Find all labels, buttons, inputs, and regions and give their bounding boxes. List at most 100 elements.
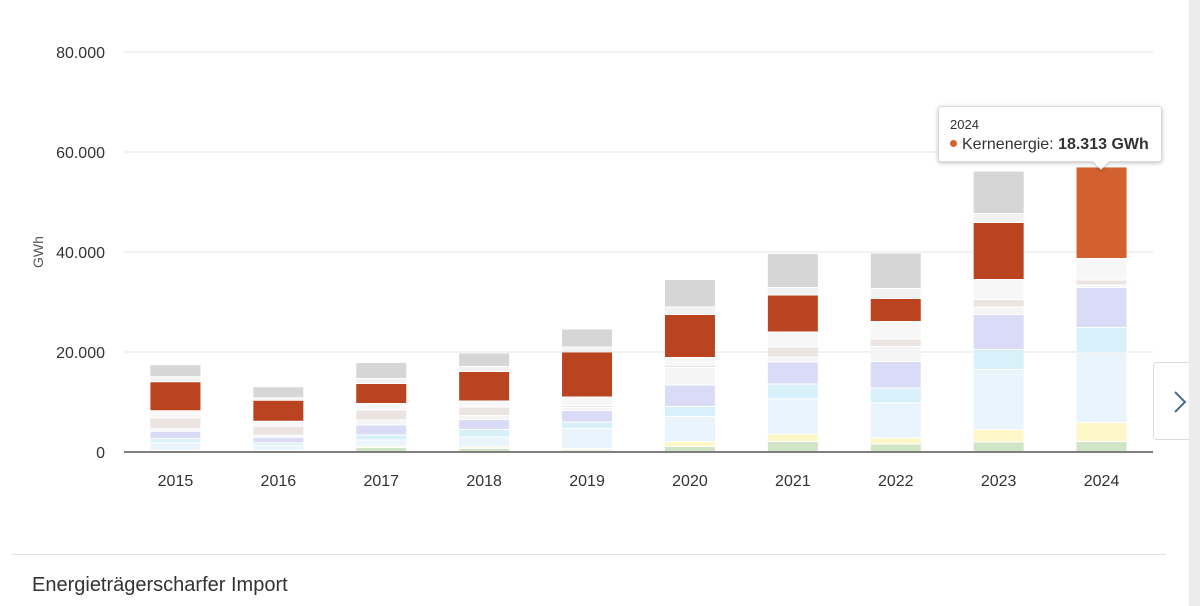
bar-segment[interactable]	[870, 299, 921, 321]
bar-segment[interactable]	[459, 437, 510, 447]
bar-stack-2017[interactable]	[356, 363, 407, 451]
bar-segment[interactable]	[973, 370, 1024, 429]
bar-segment[interactable]	[150, 382, 201, 411]
bar-stack-2016[interactable]	[253, 387, 304, 450]
bar-segment[interactable]	[973, 300, 1024, 307]
bar-segment[interactable]	[253, 426, 304, 435]
bar-segment[interactable]	[356, 440, 407, 446]
bar-segment[interactable]	[253, 400, 304, 421]
bar-segment[interactable]	[253, 421, 304, 426]
bar-stack-2015[interactable]	[150, 365, 201, 450]
bar-stack-2023[interactable]	[973, 171, 1024, 452]
bar-segment[interactable]	[870, 289, 921, 298]
bar-segment[interactable]	[1076, 328, 1127, 352]
bar-stack-2022[interactable]	[870, 253, 921, 452]
bar-segment[interactable]	[253, 398, 304, 400]
bar-segment[interactable]	[459, 367, 510, 371]
bar-segment[interactable]	[664, 315, 715, 357]
bar-segment[interactable]	[356, 435, 407, 440]
bar-segment[interactable]	[664, 358, 715, 365]
bar-segment[interactable]	[253, 387, 304, 398]
bar-segment[interactable]	[973, 223, 1024, 279]
bar-segment[interactable]	[973, 350, 1024, 369]
bar-stack-2019[interactable]	[562, 329, 613, 452]
bar-segment[interactable]	[767, 347, 818, 357]
bar-segment[interactable]	[1076, 442, 1127, 451]
bar-segment[interactable]	[562, 422, 613, 429]
bar-segment[interactable]	[767, 384, 818, 399]
bar-segment[interactable]	[664, 385, 715, 407]
bar-segment[interactable]	[767, 434, 818, 442]
bar-segment[interactable]	[767, 332, 818, 347]
bar-segment[interactable]	[1076, 285, 1127, 288]
bar-segment[interactable]	[664, 307, 715, 315]
bar-segment[interactable]	[973, 214, 1024, 222]
bar-segment[interactable]	[870, 444, 921, 452]
bar-segment[interactable]	[1076, 353, 1127, 422]
bar-segment[interactable]	[664, 368, 715, 385]
bar-segment[interactable]	[870, 438, 921, 444]
bar-segment[interactable]	[664, 280, 715, 307]
bar-segment[interactable]	[870, 253, 921, 289]
bar-segment[interactable]	[459, 353, 510, 367]
bar-segment[interactable]	[767, 357, 818, 362]
bar-segment[interactable]	[973, 442, 1024, 452]
bar-segment[interactable]	[664, 447, 715, 451]
bar-segment[interactable]	[459, 416, 510, 419]
bar-segment[interactable]	[459, 430, 510, 437]
bar-segment[interactable]	[1076, 280, 1127, 285]
bar-segment[interactable]	[150, 443, 201, 450]
bar-segment[interactable]	[562, 449, 613, 450]
bar-segment[interactable]	[870, 339, 921, 347]
bar-segment[interactable]	[459, 449, 510, 451]
bar-segment[interactable]	[664, 407, 715, 416]
bar-segment[interactable]	[1076, 288, 1127, 327]
bar-segment[interactable]	[356, 404, 407, 410]
bar-segment[interactable]	[562, 397, 613, 406]
bar-segment[interactable]	[150, 411, 201, 418]
bar-segment[interactable]	[356, 379, 407, 383]
bar-segment[interactable]	[356, 425, 407, 435]
bar-segment[interactable]	[150, 377, 201, 382]
bar-segment[interactable]	[870, 347, 921, 361]
bar-segment[interactable]	[767, 254, 818, 287]
bar-segment[interactable]	[973, 315, 1024, 349]
bar-segment[interactable]	[870, 403, 921, 438]
bar-segment[interactable]	[562, 450, 613, 452]
bar-segment[interactable]	[870, 322, 921, 339]
bar-segment[interactable]	[150, 439, 201, 443]
bar-segment[interactable]	[767, 362, 818, 384]
bar-segment[interactable]	[356, 363, 407, 378]
bar-segment[interactable]	[150, 418, 201, 429]
scrollbar[interactable]	[1189, 0, 1200, 606]
bar-segment[interactable]	[459, 407, 510, 416]
bar-stack-2021[interactable]	[767, 254, 818, 451]
bar-segment[interactable]	[562, 408, 613, 410]
bar-segment[interactable]	[150, 365, 201, 377]
bar-segment[interactable]	[356, 420, 407, 425]
bar-segment[interactable]	[1076, 423, 1127, 441]
bar-segment[interactable]	[973, 307, 1024, 315]
bar-segment[interactable]	[767, 399, 818, 434]
bar-segment[interactable]	[150, 431, 201, 439]
bar-segment[interactable]	[459, 372, 510, 401]
bar-segment[interactable]	[356, 448, 407, 451]
bar-segment[interactable]	[767, 288, 818, 295]
bar-segment[interactable]	[870, 362, 921, 388]
bar-segment[interactable]	[767, 295, 818, 332]
bar-segment[interactable]	[973, 280, 1024, 299]
bar-segment[interactable]	[253, 437, 304, 443]
bar-stack-2018[interactable]	[459, 353, 510, 452]
bar-stack-2020[interactable]	[664, 280, 715, 451]
bar-segment[interactable]	[664, 365, 715, 368]
bar-segment[interactable]	[356, 446, 407, 448]
bar-segment[interactable]	[664, 442, 715, 446]
bar-segment[interactable]	[562, 406, 613, 407]
bar-segment[interactable]	[356, 384, 407, 403]
bar-segment[interactable]	[562, 347, 613, 352]
bar-segment[interactable]	[253, 445, 304, 450]
bar-segment[interactable]	[150, 429, 201, 431]
bar-segment[interactable]	[1076, 259, 1127, 280]
bar-segment[interactable]	[356, 410, 407, 420]
bar-segment[interactable]	[973, 430, 1024, 442]
